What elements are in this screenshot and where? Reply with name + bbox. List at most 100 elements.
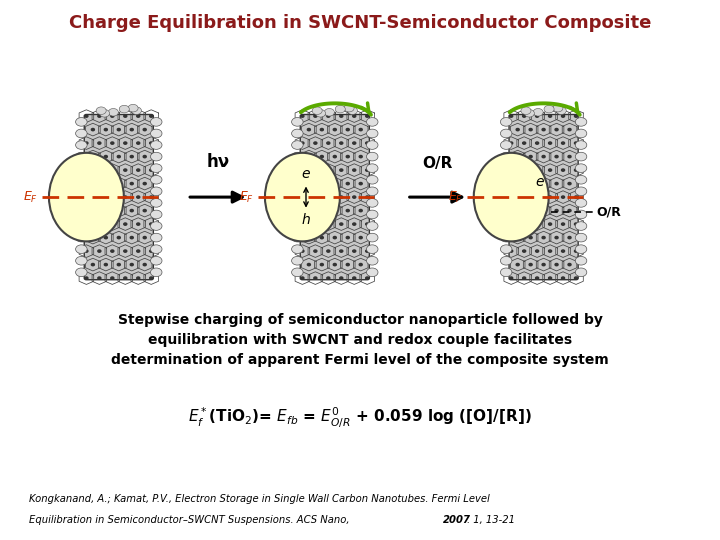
Circle shape [575, 250, 577, 252]
Circle shape [333, 264, 336, 266]
Circle shape [575, 118, 587, 126]
Circle shape [500, 233, 512, 242]
Circle shape [124, 169, 127, 171]
Circle shape [150, 118, 162, 126]
Circle shape [111, 250, 114, 252]
Circle shape [91, 264, 94, 266]
Circle shape [555, 264, 558, 266]
Circle shape [76, 118, 87, 126]
Circle shape [516, 156, 519, 158]
Circle shape [353, 169, 356, 171]
Circle shape [314, 196, 317, 198]
FancyBboxPatch shape [509, 114, 578, 280]
Circle shape [292, 187, 303, 195]
Circle shape [353, 277, 356, 279]
Circle shape [366, 250, 369, 252]
Circle shape [575, 141, 587, 150]
Circle shape [562, 250, 564, 252]
Circle shape [85, 277, 88, 279]
Ellipse shape [265, 153, 340, 241]
Circle shape [500, 187, 512, 195]
Circle shape [549, 250, 552, 252]
Circle shape [85, 196, 88, 198]
Circle shape [568, 156, 571, 158]
Circle shape [143, 129, 146, 131]
Circle shape [575, 268, 587, 276]
Circle shape [536, 250, 539, 252]
Circle shape [359, 183, 362, 185]
Text: Equilibration in Semiconductor–SWCNT Suspensions. ACS Nano,: Equilibration in Semiconductor–SWCNT Sus… [29, 515, 352, 525]
Circle shape [555, 183, 558, 185]
Circle shape [124, 277, 127, 279]
Circle shape [366, 256, 378, 265]
Circle shape [143, 156, 146, 158]
Circle shape [333, 156, 336, 158]
Circle shape [111, 142, 114, 144]
Circle shape [359, 210, 362, 212]
Circle shape [111, 169, 114, 171]
Circle shape [575, 142, 577, 144]
Circle shape [536, 277, 539, 279]
Circle shape [340, 142, 343, 144]
Circle shape [124, 223, 127, 225]
Circle shape [104, 129, 107, 131]
Circle shape [500, 118, 512, 126]
Circle shape [529, 210, 532, 212]
Circle shape [533, 109, 543, 116]
Circle shape [137, 142, 140, 144]
Circle shape [320, 129, 323, 131]
Circle shape [542, 210, 545, 212]
Circle shape [117, 237, 120, 239]
Circle shape [529, 237, 532, 239]
Circle shape [542, 237, 545, 239]
Circle shape [333, 183, 336, 185]
Circle shape [292, 233, 303, 242]
Circle shape [529, 183, 532, 185]
Circle shape [150, 222, 162, 231]
Circle shape [292, 176, 303, 184]
Circle shape [76, 129, 87, 138]
Circle shape [529, 264, 532, 266]
Circle shape [292, 256, 303, 265]
Circle shape [98, 196, 101, 198]
Text: 2007: 2007 [443, 515, 471, 525]
Circle shape [340, 223, 343, 225]
Circle shape [542, 129, 545, 131]
Circle shape [143, 237, 146, 239]
Circle shape [536, 196, 539, 198]
Circle shape [104, 237, 107, 239]
Circle shape [292, 118, 303, 126]
Circle shape [124, 115, 127, 117]
Circle shape [536, 115, 539, 117]
Circle shape [366, 164, 378, 172]
Circle shape [359, 156, 362, 158]
Circle shape [314, 250, 317, 252]
Circle shape [353, 250, 356, 252]
Circle shape [117, 210, 120, 212]
Circle shape [150, 196, 153, 198]
Text: $E_F$: $E_F$ [448, 190, 463, 205]
Circle shape [549, 142, 552, 144]
Circle shape [500, 222, 512, 231]
Circle shape [366, 199, 378, 207]
Circle shape [96, 107, 107, 114]
Circle shape [320, 237, 323, 239]
Circle shape [98, 250, 101, 252]
Circle shape [340, 250, 343, 252]
Circle shape [555, 237, 558, 239]
Circle shape [340, 169, 343, 171]
Circle shape [327, 142, 330, 144]
Circle shape [292, 152, 303, 161]
Circle shape [366, 115, 369, 117]
Circle shape [98, 142, 101, 144]
Circle shape [549, 196, 552, 198]
Circle shape [575, 210, 587, 219]
Circle shape [132, 107, 141, 114]
Circle shape [366, 142, 369, 144]
Circle shape [98, 223, 101, 225]
Circle shape [150, 256, 162, 265]
Circle shape [320, 183, 323, 185]
Text: Charge Equilibration in SWCNT-Semiconductor Composite: Charge Equilibration in SWCNT-Semiconduc… [69, 14, 651, 31]
Circle shape [523, 142, 526, 144]
Circle shape [549, 223, 552, 225]
